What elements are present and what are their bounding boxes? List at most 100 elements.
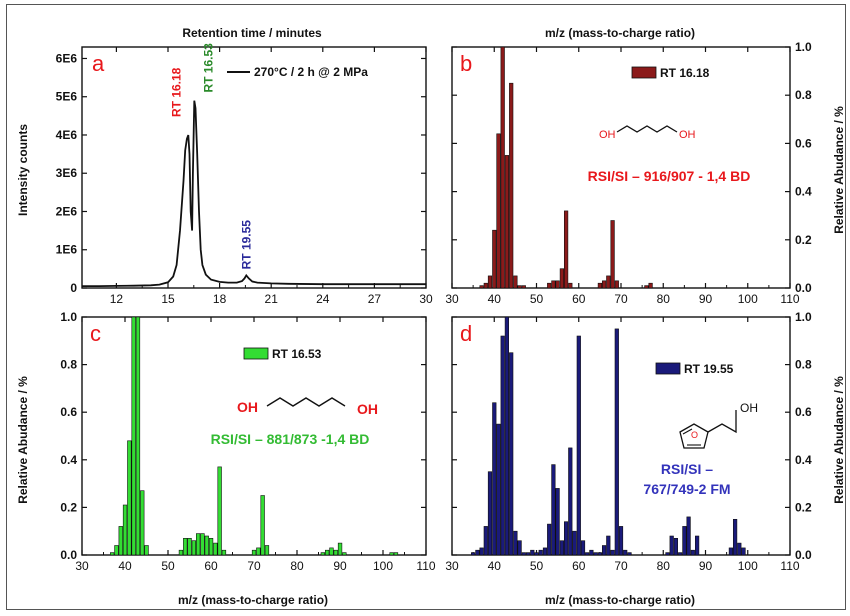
panel-b-molecule-icon (616, 125, 678, 133)
panel-d-bar (572, 530, 577, 556)
panel-d-bar (551, 464, 556, 556)
panel-c-xlabel: m/z (mass-to-charge ratio) (178, 593, 328, 607)
panel-b-xtick-label: 60 (572, 292, 586, 306)
panel-d-xtick-label: 70 (614, 559, 628, 573)
panel-c-bar (183, 537, 188, 556)
panel-b-bar (644, 285, 649, 289)
figure-frame (6, 4, 846, 610)
panel-d-bar (618, 526, 624, 556)
panel-d-bar (665, 552, 670, 556)
panel-c-bar (187, 537, 192, 556)
panel-b-bar (517, 285, 522, 289)
panel-d-bar (530, 549, 535, 556)
panel-d-bar (470, 552, 476, 556)
panel-c-ytick-label: 1.0 (60, 310, 77, 324)
panel-b-xtick-label: 50 (530, 292, 544, 306)
panel-d-bar (694, 535, 700, 556)
panel-b-bar (500, 46, 505, 289)
panel-b-ytick-label: 0.6 (795, 136, 812, 150)
panel-d-caption-line1: RSI/SI – (661, 461, 713, 477)
panel-d-bar (589, 549, 594, 556)
panel-d-bar (597, 552, 602, 556)
panel-a-xtick-label: 27 (368, 292, 382, 306)
panel-b-bar (504, 155, 510, 289)
panel-d-molecule-icon (679, 423, 709, 449)
panel-b-caption: RSI/SI – 916/907 - 1,4 BD (588, 168, 751, 184)
panel-a: 12 15 18 21 24 27 30 0 1E6 2E6 3E6 4E6 5E6 6E6 a 270°C … (56, 43, 433, 306)
panel-c-bar (204, 535, 209, 556)
panel-b-bar (513, 275, 518, 289)
panel-b-xtick-label: 70 (614, 292, 628, 306)
panel-c-bar (131, 316, 136, 556)
panel-d-bar (614, 328, 619, 556)
panel-a-ytick-label: 3E6 (56, 166, 78, 180)
panel-c-bar (217, 466, 222, 556)
panel-a-annotation: RT 19.55 (239, 220, 253, 270)
panel-d-bar (500, 335, 505, 556)
panel-a-xtick-label: 24 (316, 292, 330, 306)
panel-b-xtick-label: 90 (699, 292, 713, 306)
panel-d-bar (538, 549, 543, 556)
panel-d-bar (513, 530, 518, 556)
panel-c-caption: RSI/SI – 881/873 -1,4 BD (211, 431, 370, 447)
panel-c-bar (118, 526, 123, 556)
panel-c-molecule-oh: OH (237, 399, 258, 415)
panel-b-bar (479, 285, 484, 289)
panel-a-xtick-label: 15 (161, 292, 175, 306)
panel-d-xtick-label: 100 (738, 559, 758, 573)
panel-a-ytick-label: 6E6 (56, 51, 78, 65)
panel-d-ytick-label: 1.0 (795, 310, 812, 324)
panel-c-xtick-label: 110 (416, 559, 435, 573)
panel-b-legend-swatch (631, 66, 657, 79)
panel-d-bar (479, 547, 484, 556)
panel-b-bar (521, 285, 526, 289)
panel-b-xtick-label: 100 (738, 292, 758, 306)
panel-c-legend-label: RT 16.53 (272, 347, 322, 361)
panel-a-ytick-label: 4E6 (56, 128, 78, 142)
panel-c-molecule-oh: OH (357, 401, 378, 417)
panel-b-molecule-oh: OH (599, 129, 616, 141)
panel-c-molecule-icon (266, 397, 346, 407)
panel-d-bar (576, 335, 581, 556)
panel-b-bar (610, 220, 615, 289)
panel-b-xtick-label: 110 (780, 292, 799, 306)
panel-a-top-axis-label: Retention time / minutes (182, 26, 322, 40)
panel-c-bar (178, 549, 184, 556)
panel-d-bar (686, 516, 691, 556)
panel-c-legend-swatch (243, 347, 269, 360)
panel-b-legend-label: RT 16.18 (660, 66, 710, 80)
panel-c-xtick-label: 70 (247, 559, 261, 573)
panel-d-bar (547, 523, 552, 556)
panel-c-bar (329, 547, 334, 556)
panel-b-bar (614, 280, 619, 289)
panel-c-bar (221, 549, 227, 556)
panel-c-bar (191, 540, 197, 556)
panel-b-letter: b (460, 51, 472, 76)
panel-c-ytick-label: 0.6 (60, 405, 77, 419)
panel-d-bar (673, 537, 678, 556)
panel-d-legend-swatch (655, 362, 681, 375)
panel-d-bar (509, 352, 514, 556)
panel-b-xtick-label: 40 (488, 292, 502, 306)
panel-d-bar (559, 540, 564, 556)
panel-c-ytick-label: 0.4 (60, 453, 77, 467)
panel-b-bar (492, 229, 497, 289)
panel-d-bar (728, 547, 733, 556)
panel-c-bar (393, 552, 399, 556)
panel-c-bar (333, 549, 338, 556)
panel-b-ytick-label: 0.8 (795, 88, 812, 102)
panel-c-bar (110, 552, 115, 556)
panel-b-bar (606, 275, 611, 289)
panel-b-ytick-label: 0.2 (795, 233, 812, 247)
panel-c-xtick-label: 60 (204, 559, 218, 573)
panel-d-bar (525, 552, 531, 556)
panel-d-letter: d (460, 321, 472, 346)
panel-c-bar (114, 545, 119, 556)
panel-a-xtick-label: 12 (110, 292, 124, 306)
panel-c-ylabel: Relative Abudance / % (16, 376, 30, 504)
panel-c-bar (320, 552, 326, 556)
panel-d-xtick-label: 50 (530, 559, 544, 573)
panel-d-bar (568, 447, 573, 556)
panel-d-bar (623, 549, 628, 556)
